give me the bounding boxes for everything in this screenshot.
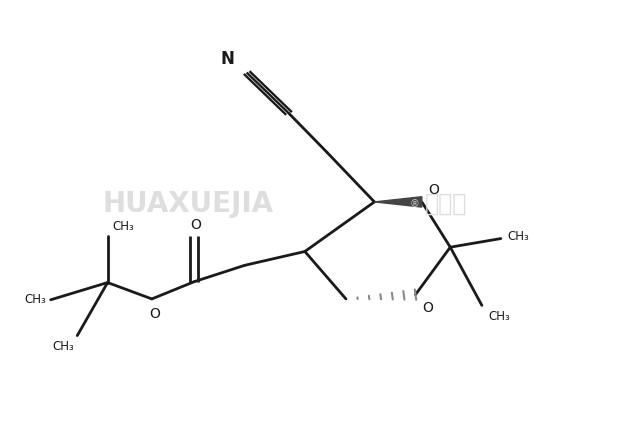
Text: O: O	[150, 307, 161, 321]
Text: O: O	[422, 301, 432, 315]
Text: HUAXUEJIA: HUAXUEJIA	[102, 190, 274, 218]
Text: CH₃: CH₃	[507, 230, 529, 243]
Text: ®: ®	[409, 199, 419, 209]
Text: CH₃: CH₃	[24, 293, 46, 306]
Text: N: N	[220, 50, 234, 68]
Text: O: O	[428, 183, 439, 197]
Polygon shape	[375, 197, 422, 207]
Text: CH₃: CH₃	[52, 340, 74, 353]
Text: CH₃: CH₃	[488, 310, 510, 323]
Text: CH₃: CH₃	[112, 220, 135, 233]
Text: O: O	[190, 218, 201, 232]
Text: 化学加: 化学加	[425, 192, 467, 216]
